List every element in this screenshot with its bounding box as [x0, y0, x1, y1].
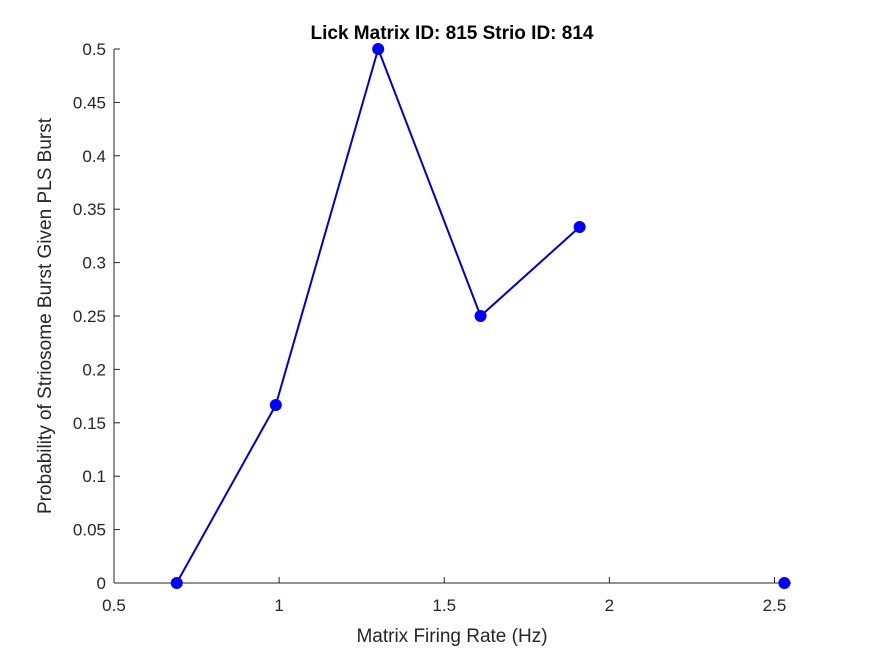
y-tick-label: 0.4 — [82, 147, 106, 166]
x-tick-label: 1.5 — [432, 596, 456, 615]
x-tick-label: 2 — [605, 596, 614, 615]
y-tick-label: 0.3 — [82, 254, 106, 273]
y-tick-label: 0.1 — [82, 467, 106, 486]
axes — [113, 49, 791, 584]
y-tick-label: 0.45 — [73, 93, 106, 112]
y-tick-label: 0 — [97, 574, 106, 593]
y-tick-label: 0.2 — [82, 360, 106, 379]
data-point-marker — [778, 577, 791, 589]
y-axis-label: Probability of Striosome Burst Given PLS… — [35, 117, 56, 514]
x-tick-label: 0.5 — [102, 596, 126, 615]
data-point-marker — [372, 43, 385, 55]
x-tick-label: 1 — [274, 596, 283, 615]
data-point-marker — [170, 577, 183, 589]
y-tick-label: 0.35 — [73, 200, 106, 219]
y-tick-label: 0.15 — [73, 414, 106, 433]
series-line — [175, 48, 581, 584]
data-point-marker — [269, 398, 282, 411]
x-axis-label: Matrix Firing Rate (Hz) — [356, 626, 547, 647]
series-layer — [170, 43, 791, 589]
x-axis-ticks: 0.5 1 1.5 2 2.5 — [102, 577, 786, 615]
y-tick-label: 0.05 — [73, 521, 106, 540]
y-axis-ticks: 0 0.05 0.1 0.15 0.2 0.25 0.3 0.35 0.4 0.45 0.5 — [73, 40, 120, 593]
data-point-marker — [573, 221, 586, 234]
y-tick-label: 0.25 — [73, 307, 106, 326]
x-tick-label: 2.5 — [763, 596, 787, 615]
y-tick-label: 0.5 — [82, 40, 106, 59]
data-point-marker — [474, 310, 487, 322]
chart-title: Lick Matrix ID: 815 Strio ID: 814 — [311, 23, 594, 44]
